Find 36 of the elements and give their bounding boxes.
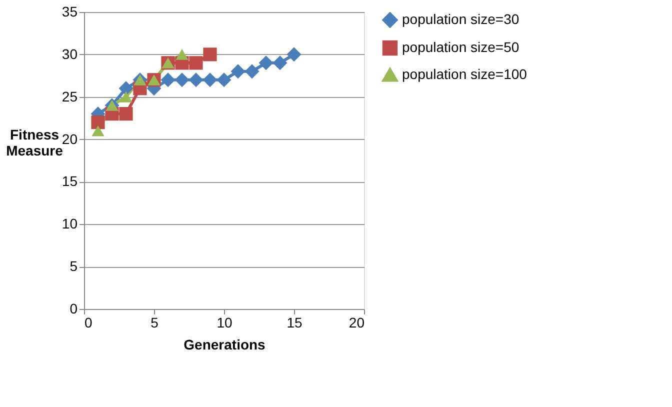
y-tick-label: 15 bbox=[62, 173, 78, 190]
y-tick-label: 5 bbox=[70, 258, 78, 274]
point bbox=[119, 107, 133, 121]
y-tick-label: 20 bbox=[62, 130, 78, 147]
point bbox=[244, 64, 260, 79]
y-tick-label: 0 bbox=[70, 300, 78, 316]
point bbox=[160, 72, 176, 88]
point bbox=[92, 125, 104, 136]
point bbox=[216, 72, 232, 88]
point bbox=[174, 72, 190, 88]
point bbox=[188, 72, 204, 88]
point bbox=[230, 64, 246, 79]
point bbox=[189, 56, 203, 70]
point bbox=[258, 56, 274, 70]
point bbox=[203, 48, 217, 62]
x-tick-label: 10 bbox=[216, 314, 232, 330]
point bbox=[272, 56, 288, 70]
x-tick-label: 15 bbox=[286, 314, 302, 330]
point bbox=[120, 91, 132, 102]
x-axis-title: Generations bbox=[184, 336, 266, 352]
x-tick-label: 5 bbox=[150, 314, 159, 330]
y-tick-label: 30 bbox=[62, 46, 78, 62]
point bbox=[91, 116, 105, 130]
point bbox=[286, 47, 302, 62]
y-tick-label: 35 bbox=[62, 4, 78, 20]
point bbox=[202, 72, 218, 88]
point bbox=[118, 81, 134, 96]
legend-label: population size=50 bbox=[402, 39, 520, 55]
legend-label: population size=30 bbox=[402, 11, 520, 27]
point bbox=[176, 48, 188, 60]
x-tick-label: 20 bbox=[348, 314, 365, 330]
y-tick-label: 25 bbox=[62, 88, 78, 104]
x-tick-label: 0 bbox=[84, 314, 92, 330]
legend-label: population size=100 bbox=[402, 66, 528, 82]
y-axis-title: Fitness Measure bbox=[6, 126, 64, 158]
y-tick-label: 10 bbox=[62, 216, 78, 232]
